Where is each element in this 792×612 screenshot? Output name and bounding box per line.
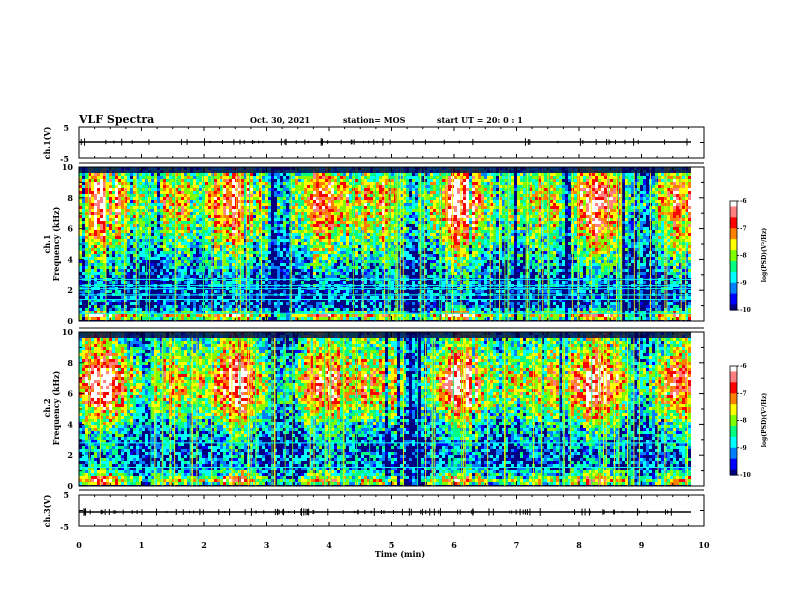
- colorbar-tick-label: -8: [740, 253, 747, 260]
- ch2-spectrogram-panel: ch.2 Frequency (kHz) 0 2 4 6 8 10: [42, 327, 705, 491]
- ch1-waveform-panel: ch.1(V) 5 -5: [42, 123, 705, 164]
- time-tick-label: 9: [639, 540, 645, 550]
- start-time-label: start UT = 20: 0 : 1: [437, 115, 523, 125]
- ch2-colorbar: -6 -7 -8 -9 -10 log(PSD)(V²/Hz): [729, 363, 768, 479]
- spec-ytick-label: 10: [62, 327, 74, 337]
- ch1-spec-frame: [78, 166, 705, 322]
- spec-ytick-label: 6: [67, 389, 73, 399]
- time-tick-label: 0: [76, 540, 82, 550]
- time-tick-label: 5: [389, 540, 395, 550]
- date-label: Oct. 30, 2021: [250, 115, 310, 125]
- ch1-colorbar: -6 -7 -8 -9 -10 log(PSD)(V²/Hz): [729, 198, 768, 314]
- ch1-spectrogram-panel: ch.1 Frequency (kHz) 0 2 4 6 8 10: [42, 162, 705, 326]
- ch3-ytick-top: 5: [63, 490, 69, 500]
- time-tick-label: 8: [576, 540, 582, 550]
- spec-ytick-label: 6: [67, 224, 73, 234]
- ch3-ytick-bottom: -5: [60, 522, 69, 532]
- spec-ytick-label: 0: [67, 316, 73, 326]
- time-tick-label: 2: [201, 540, 207, 550]
- station-label: station= MOS: [343, 115, 406, 125]
- time-axis-title: Time (min): [375, 549, 425, 559]
- ch1-ytick-bottom: -5: [60, 154, 69, 164]
- ch1-spec-ytick-labels: 0 2 4 6 8 10: [62, 162, 74, 326]
- time-tick-label: 7: [514, 540, 520, 550]
- ch2-spec-frame: [78, 331, 705, 487]
- time-axis-labels: 0 1 2 3 4 5 6 7 8 9 10: [76, 540, 710, 550]
- spec-ytick-label: 8: [67, 193, 73, 203]
- ch1-ytick-top: 5: [63, 123, 69, 133]
- time-tick-label: 10: [698, 540, 710, 550]
- ch2-channel-label: ch.2: [42, 398, 52, 417]
- colorbar-tick-label: -7: [740, 390, 747, 397]
- spec-ytick-label: 4: [67, 419, 73, 429]
- colorbar-tick-label: -10: [740, 307, 751, 314]
- ch1-wave-frame: [78, 126, 705, 159]
- ch1-voltage-label: ch.1(V): [42, 126, 52, 159]
- spec-ytick-label: 0: [67, 481, 73, 491]
- colorbar-tick-label: -9: [740, 445, 747, 452]
- ch2-spec-ytick-labels: 0 2 4 6 8 10: [62, 327, 74, 491]
- ch3-voltage-label: ch.3(V): [42, 494, 52, 527]
- ch1-colorbar-label: log(PSD)(V²/Hz): [761, 228, 768, 283]
- colorbar-tick-label: -6: [740, 363, 747, 370]
- colorbar-tick-label: -6: [740, 198, 747, 205]
- ch1-spectrogram: [79, 167, 704, 321]
- spec-ytick-label: 4: [67, 254, 73, 264]
- ch3-wave-ticks: [78, 494, 705, 527]
- time-tick-label: 6: [451, 540, 457, 550]
- figure-title: VLF Spectra: [78, 113, 154, 126]
- ch1-channel-label: ch.1: [42, 234, 52, 253]
- spec-ytick-label: 8: [67, 358, 73, 368]
- ch1-wave-spikes: [80, 138, 688, 146]
- time-tick-label: 1: [139, 540, 145, 550]
- colorbar-tick-label: -8: [740, 418, 747, 425]
- ch1-freq-axis-label: Frequency (kHz): [51, 206, 61, 281]
- colorbar-tick-label: -10: [740, 472, 751, 479]
- ch3-wave-frame: [78, 494, 705, 527]
- colorbar-tick-label: -7: [740, 225, 747, 232]
- ch2-freq-axis-label: Frequency (kHz): [51, 370, 61, 445]
- ch2-colorbar-label: log(PSD)(V²/Hz): [761, 393, 768, 448]
- time-tick-label: 3: [264, 540, 270, 550]
- colorbar-tick-label: -9: [740, 280, 747, 287]
- spec-ytick-label: 2: [67, 450, 73, 460]
- time-tick-label: 4: [326, 540, 332, 550]
- spec-ytick-label: 10: [62, 162, 74, 172]
- ch2-spectrogram: [79, 332, 704, 486]
- ch3-wave-spikes: [83, 508, 672, 516]
- spec-ytick-label: 2: [67, 285, 73, 295]
